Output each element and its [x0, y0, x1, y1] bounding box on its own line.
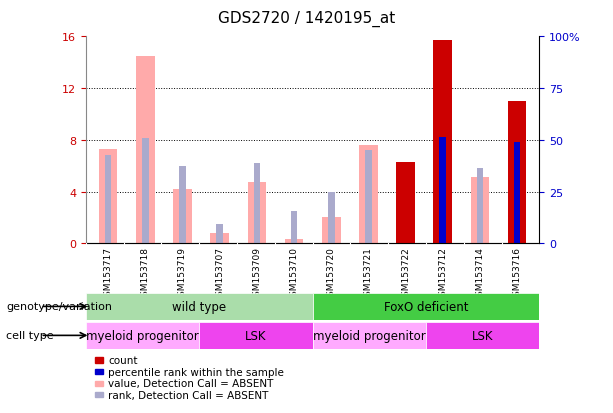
Bar	[476, 169, 483, 244]
Bar	[216, 224, 223, 244]
Bar	[396, 162, 415, 244]
Bar	[285, 240, 303, 244]
Bar	[173, 190, 192, 244]
Bar	[210, 233, 229, 244]
Bar	[105, 156, 112, 244]
Bar	[359, 146, 378, 244]
Bar	[508, 102, 527, 244]
Bar	[291, 211, 297, 244]
Text: genotype/variation: genotype/variation	[6, 301, 112, 311]
Bar	[365, 151, 371, 244]
Text: LSK: LSK	[245, 329, 267, 342]
Text: LSK: LSK	[472, 329, 493, 342]
Bar	[328, 192, 335, 244]
Bar	[86, 322, 199, 349]
Text: myeloid progenitor: myeloid progenitor	[313, 329, 425, 342]
Text: value, Detection Call = ABSENT: value, Detection Call = ABSENT	[108, 378, 273, 388]
Text: rank, Detection Call = ABSENT: rank, Detection Call = ABSENT	[108, 390, 268, 400]
Bar	[471, 178, 489, 244]
Text: cell type: cell type	[6, 330, 54, 340]
Bar	[142, 139, 149, 244]
Text: myeloid progenitor: myeloid progenitor	[86, 329, 199, 342]
Text: wild type: wild type	[172, 300, 226, 313]
Bar	[99, 150, 118, 244]
Bar	[179, 166, 186, 244]
Text: GDS2720 / 1420195_at: GDS2720 / 1420195_at	[218, 10, 395, 26]
Bar	[440, 138, 446, 244]
Bar	[199, 322, 313, 349]
Bar	[426, 322, 539, 349]
Text: count: count	[108, 355, 137, 365]
Bar	[322, 218, 340, 244]
Bar	[313, 293, 539, 320]
Bar	[136, 57, 154, 244]
Bar	[86, 293, 313, 320]
Text: FoxO deficient: FoxO deficient	[384, 300, 468, 313]
Bar	[313, 322, 426, 349]
Bar	[254, 164, 260, 244]
Bar	[514, 143, 520, 244]
Bar	[433, 41, 452, 244]
Text: percentile rank within the sample: percentile rank within the sample	[108, 367, 284, 377]
Bar	[248, 183, 266, 244]
